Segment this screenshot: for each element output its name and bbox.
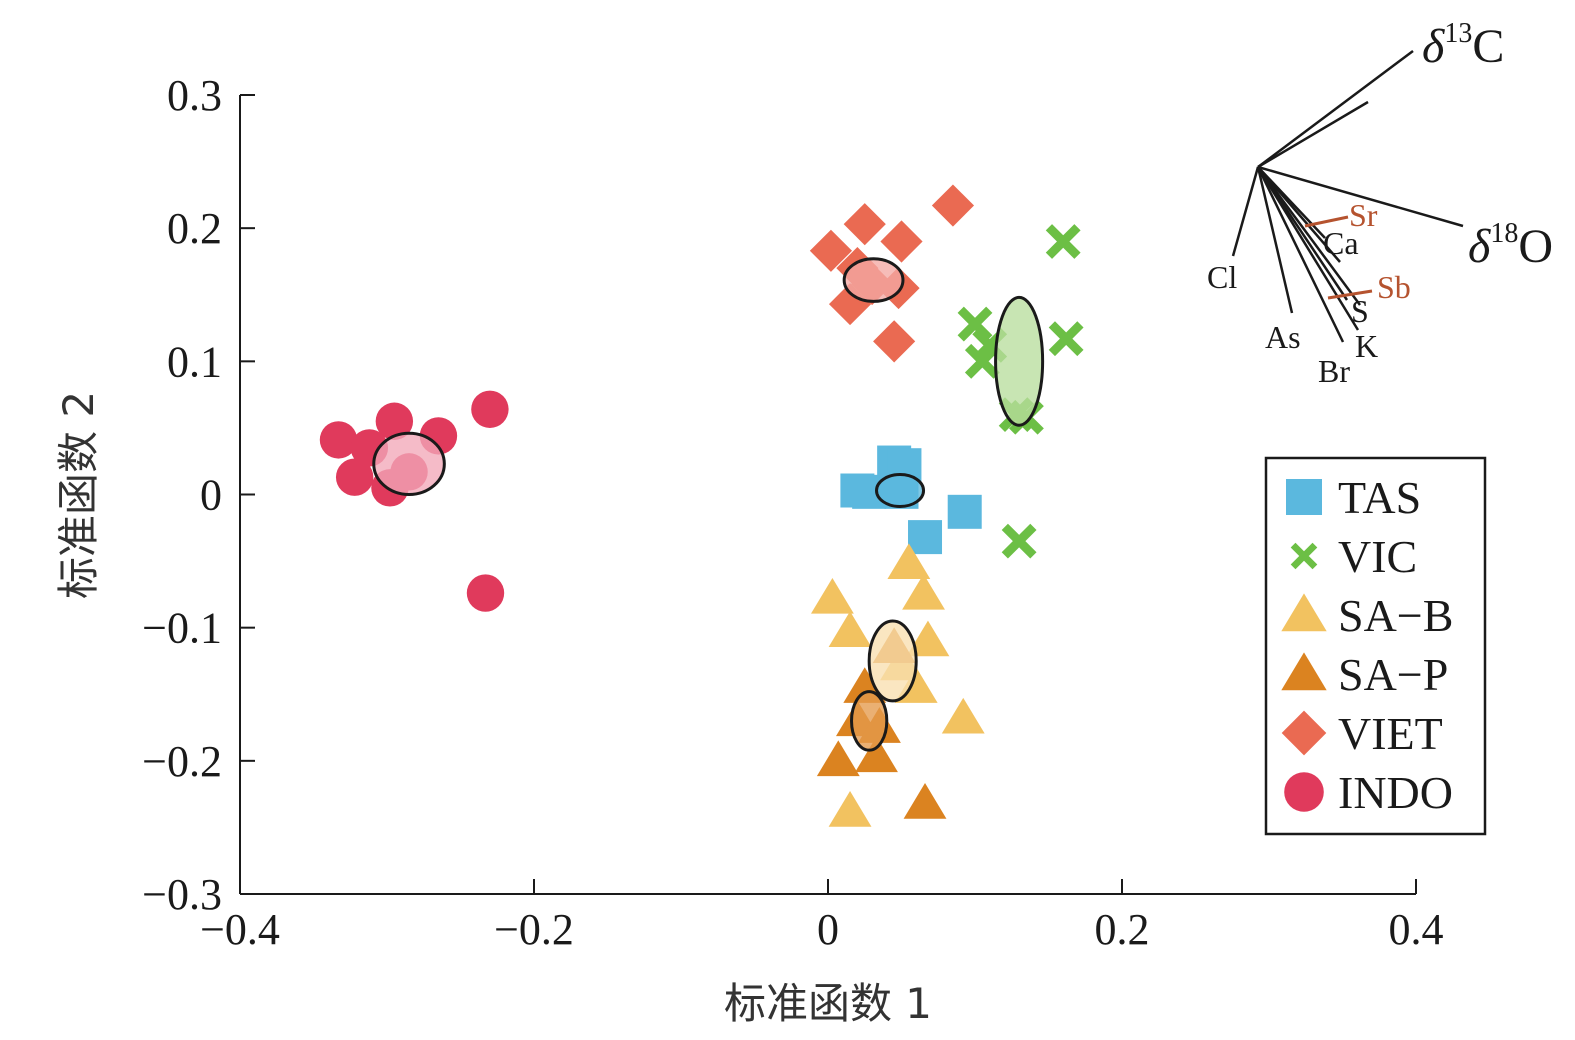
legend-label: VIC	[1338, 531, 1417, 582]
label-as: As	[1265, 319, 1301, 355]
vector-sb	[1256, 166, 1349, 301]
label-d13c: δ13C	[1422, 18, 1504, 73]
data-point	[816, 740, 860, 777]
data-point	[931, 184, 975, 227]
data-point	[903, 783, 947, 819]
vector-as	[1256, 166, 1294, 314]
tick-sr	[1304, 215, 1349, 228]
y-axis-title: 标准函数 2	[54, 391, 103, 599]
data-point	[375, 402, 414, 440]
series-indo	[319, 390, 509, 612]
group-ellipse	[867, 619, 918, 703]
x-tick-label: −0.4	[200, 905, 280, 954]
vector-s	[1256, 166, 1362, 306]
data-point	[810, 577, 854, 614]
label-d18o: δ18O	[1468, 218, 1553, 273]
x-tick-label: −0.2	[494, 905, 574, 954]
data-point	[471, 390, 509, 428]
data-point	[1048, 321, 1084, 357]
data-point	[809, 229, 853, 272]
x-tick-label: 0.4	[1389, 905, 1444, 954]
vector-k	[1256, 166, 1360, 331]
y-tick-label: −0.2	[142, 737, 222, 786]
data-point	[466, 574, 505, 612]
label-br: Br	[1318, 353, 1350, 389]
axes: −0.3 −0.2 −0.1 0 0.1 0.2 0.3 −0.4 −0.2 0 0.2 0.4	[142, 71, 1443, 954]
legend-label: SA−B	[1338, 590, 1453, 641]
vector-d18o	[1257, 165, 1464, 228]
data-point	[941, 697, 985, 734]
data-point	[855, 736, 898, 773]
data-point	[319, 421, 358, 459]
y-tick-label: 0	[200, 471, 222, 520]
group-ellipse	[850, 690, 889, 752]
data-point	[957, 306, 993, 342]
legend-marker	[1281, 593, 1327, 632]
y-tick-label: 0.2	[167, 204, 222, 253]
group-ellipse	[372, 431, 446, 497]
legend-marker	[1286, 479, 1322, 515]
legend-label: VIET	[1338, 708, 1443, 759]
vector-br	[1256, 166, 1345, 343]
data-point	[873, 320, 916, 363]
legend-marker	[1281, 652, 1327, 691]
label-sb: Sb	[1377, 269, 1411, 305]
data-point	[843, 203, 886, 246]
label-s: S	[1351, 293, 1369, 329]
legend-marker	[1290, 542, 1318, 570]
data-point	[964, 343, 1000, 379]
legend-label: SA−P	[1338, 649, 1448, 700]
legend-marker	[1281, 710, 1327, 756]
data-point	[1001, 523, 1037, 559]
group-ellipse	[994, 295, 1045, 427]
legend-label: TAS	[1338, 472, 1421, 523]
label-cl: Cl	[1207, 259, 1237, 295]
data-point	[828, 791, 872, 827]
y-tick-label: −0.3	[142, 870, 222, 919]
y-tick-label: −0.1	[142, 604, 222, 653]
legend: TAS VIC SA−B SA−P VIET INDO	[1264, 456, 1487, 836]
group-ellipse	[875, 473, 926, 508]
data-point	[902, 573, 945, 610]
tick-sb	[1327, 289, 1373, 300]
data-point	[947, 494, 982, 529]
vector-cl	[1231, 166, 1260, 257]
data-point	[828, 611, 872, 647]
y-tick-label: 0.1	[167, 337, 222, 386]
label-k: K	[1355, 328, 1378, 364]
vector-d13c	[1257, 49, 1414, 169]
data-point	[908, 520, 943, 555]
legend-marker	[1284, 772, 1324, 812]
data-point	[887, 543, 931, 580]
plot-area	[319, 184, 1084, 827]
vector-sr	[1257, 166, 1326, 239]
data-point	[880, 220, 923, 263]
x-tick-label: 0.2	[1095, 905, 1150, 954]
biplot-vectors	[1231, 49, 1464, 343]
data-point	[335, 458, 374, 496]
label-sr: Sr	[1349, 197, 1378, 233]
y-tick-label: 0.3	[167, 71, 222, 120]
data-point	[906, 620, 950, 657]
vector-d13c-inner	[1257, 100, 1369, 169]
label-ca: Ca	[1323, 225, 1359, 261]
legend-box	[1264, 456, 1487, 836]
legend-label: INDO	[1338, 767, 1453, 818]
data-point	[1045, 224, 1081, 259]
loading-biplot: δ13C δ18O Sr Ca Sb S K Br As Cl	[1207, 18, 1553, 389]
x-axis-title: 标准函数 1	[724, 979, 932, 1028]
x-tick-label: 0	[817, 905, 839, 954]
group-ellipse	[842, 257, 905, 303]
